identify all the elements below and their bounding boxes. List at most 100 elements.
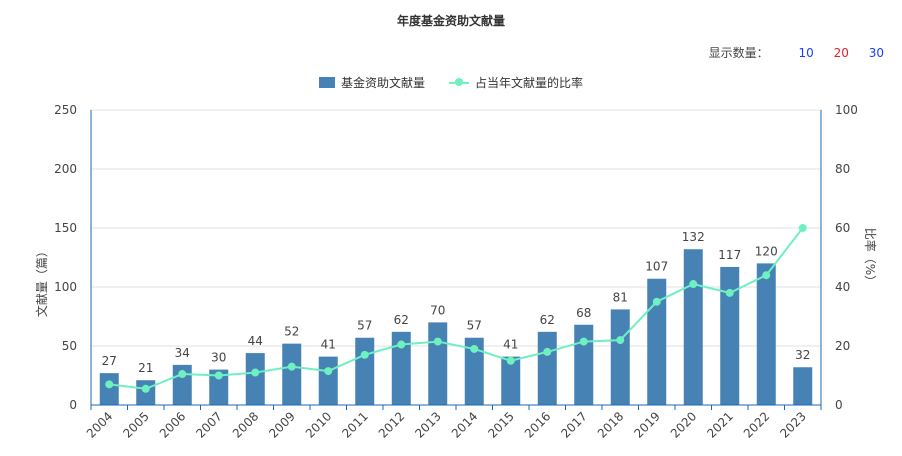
bar-data-label: 57 [357,319,372,333]
y-right-tick-label: 0 [835,398,843,412]
x-tick-label: 2007 [193,409,224,440]
legend-item-bar[interactable]: 基金资助文献量 [318,74,425,91]
bar [574,324,594,405]
x-tick-label: 2009 [266,409,297,440]
legend-bar-label: 基金资助文献量 [340,76,425,90]
line-point [689,280,698,289]
x-tick-label: 2017 [558,409,589,440]
x-tick-label: 2006 [157,409,188,440]
bar [464,337,484,405]
display-count-controls: 显示数量： 10 20 30 [709,44,884,61]
bar [501,356,521,405]
display-option-20[interactable]: 20 [833,46,849,60]
axes [90,110,822,410]
display-option-30[interactable]: 30 [868,46,884,60]
line-point [360,350,369,359]
line-point [433,337,442,346]
bar [537,331,557,405]
bar-data-label: 107 [645,260,668,274]
bar-data-label: 21 [138,361,153,375]
line-point [178,370,187,379]
bar-data-label: 44 [248,334,263,348]
bar-data-label: 32 [795,348,810,362]
bar [720,266,740,405]
chart-title: 年度基金资助文献量 [396,14,505,28]
display-option-10[interactable]: 10 [798,46,814,60]
bar-data-label: 68 [576,306,591,320]
bar [647,278,667,405]
x-tick-label: 2015 [485,409,516,440]
line-point [324,367,333,376]
y-left-tick-label: 150 [54,221,77,235]
bar-data-label: 41 [321,338,336,352]
x-tick-label: 2021 [704,409,735,440]
bar-data-label: 41 [503,338,518,352]
y-left-tick-label: 250 [54,103,77,117]
x-tick-label: 2005 [120,409,151,440]
bar-data-label: 27 [102,354,117,368]
line-point [251,368,260,377]
bar-series [99,249,813,405]
x-tick-label: 2023 [777,409,808,440]
bar [683,249,703,405]
line-point [141,384,150,393]
x-tick-label: 2011 [339,409,370,440]
bar-data-label: 120 [755,244,778,258]
y-left-tick-label: 50 [62,339,77,353]
x-tick-label: 2022 [741,409,772,440]
line-point [543,347,552,356]
y-left-tick-label: 200 [54,162,77,176]
y-left-axis-title: 文献量（篇） [34,245,49,317]
line-point [105,380,114,389]
chart-legend: 基金资助文献量 占当年文献量的比率 [0,74,902,91]
bar [793,367,813,405]
y-left-tick-label: 0 [69,398,77,412]
legend-line-label: 占当年文献量的比率 [475,76,584,90]
x-tick-label: 2019 [631,409,662,440]
bar-data-label: 52 [284,325,299,339]
y-left-tick-label: 100 [54,280,77,294]
x-tick-label: 2016 [522,409,553,440]
x-tick-label: 2004 [84,409,115,440]
bar-data-label: 132 [682,230,705,244]
line-series [105,224,807,393]
x-tick-label: 2018 [595,409,626,440]
x-tick-label: 2014 [449,409,480,440]
x-tick-label: 2008 [230,409,261,440]
line-point [214,371,223,380]
legend-bar-swatch [318,77,335,88]
bar [318,356,338,405]
bar [355,337,375,405]
y-right-tick-label: 80 [835,162,850,176]
line-point [616,336,625,345]
line-point [579,337,588,346]
bar [756,263,776,405]
y-right-axis-title: 比率（%） [863,228,878,287]
line-point [397,340,406,349]
bar [209,369,229,405]
bar-data-label: 62 [540,313,555,327]
x-tick-label: 2012 [376,409,407,440]
x-tick-label: 2013 [412,409,443,440]
bar [282,343,302,405]
line-point [287,362,296,371]
display-count-label: 显示数量： [708,46,769,60]
x-tick-label: 2020 [668,409,699,440]
bar [99,373,119,405]
legend-item-line[interactable]: 占当年文献量的比率 [449,74,583,91]
x-tick-label: 2010 [303,409,334,440]
y-right-tick-label: 60 [835,221,850,235]
y-right-tick-label: 20 [835,339,850,353]
line-point [652,297,661,306]
bar [391,331,411,405]
line-point [762,271,771,280]
bar-data-label: 57 [467,319,482,333]
line-point [506,356,515,365]
legend-line-swatch [449,77,469,88]
bar-data-label: 34 [175,346,190,360]
grid-lines [91,109,821,347]
bar-data-label: 70 [430,303,445,317]
bar-data-label: 81 [613,290,628,304]
bar-data-label: 117 [718,248,741,262]
